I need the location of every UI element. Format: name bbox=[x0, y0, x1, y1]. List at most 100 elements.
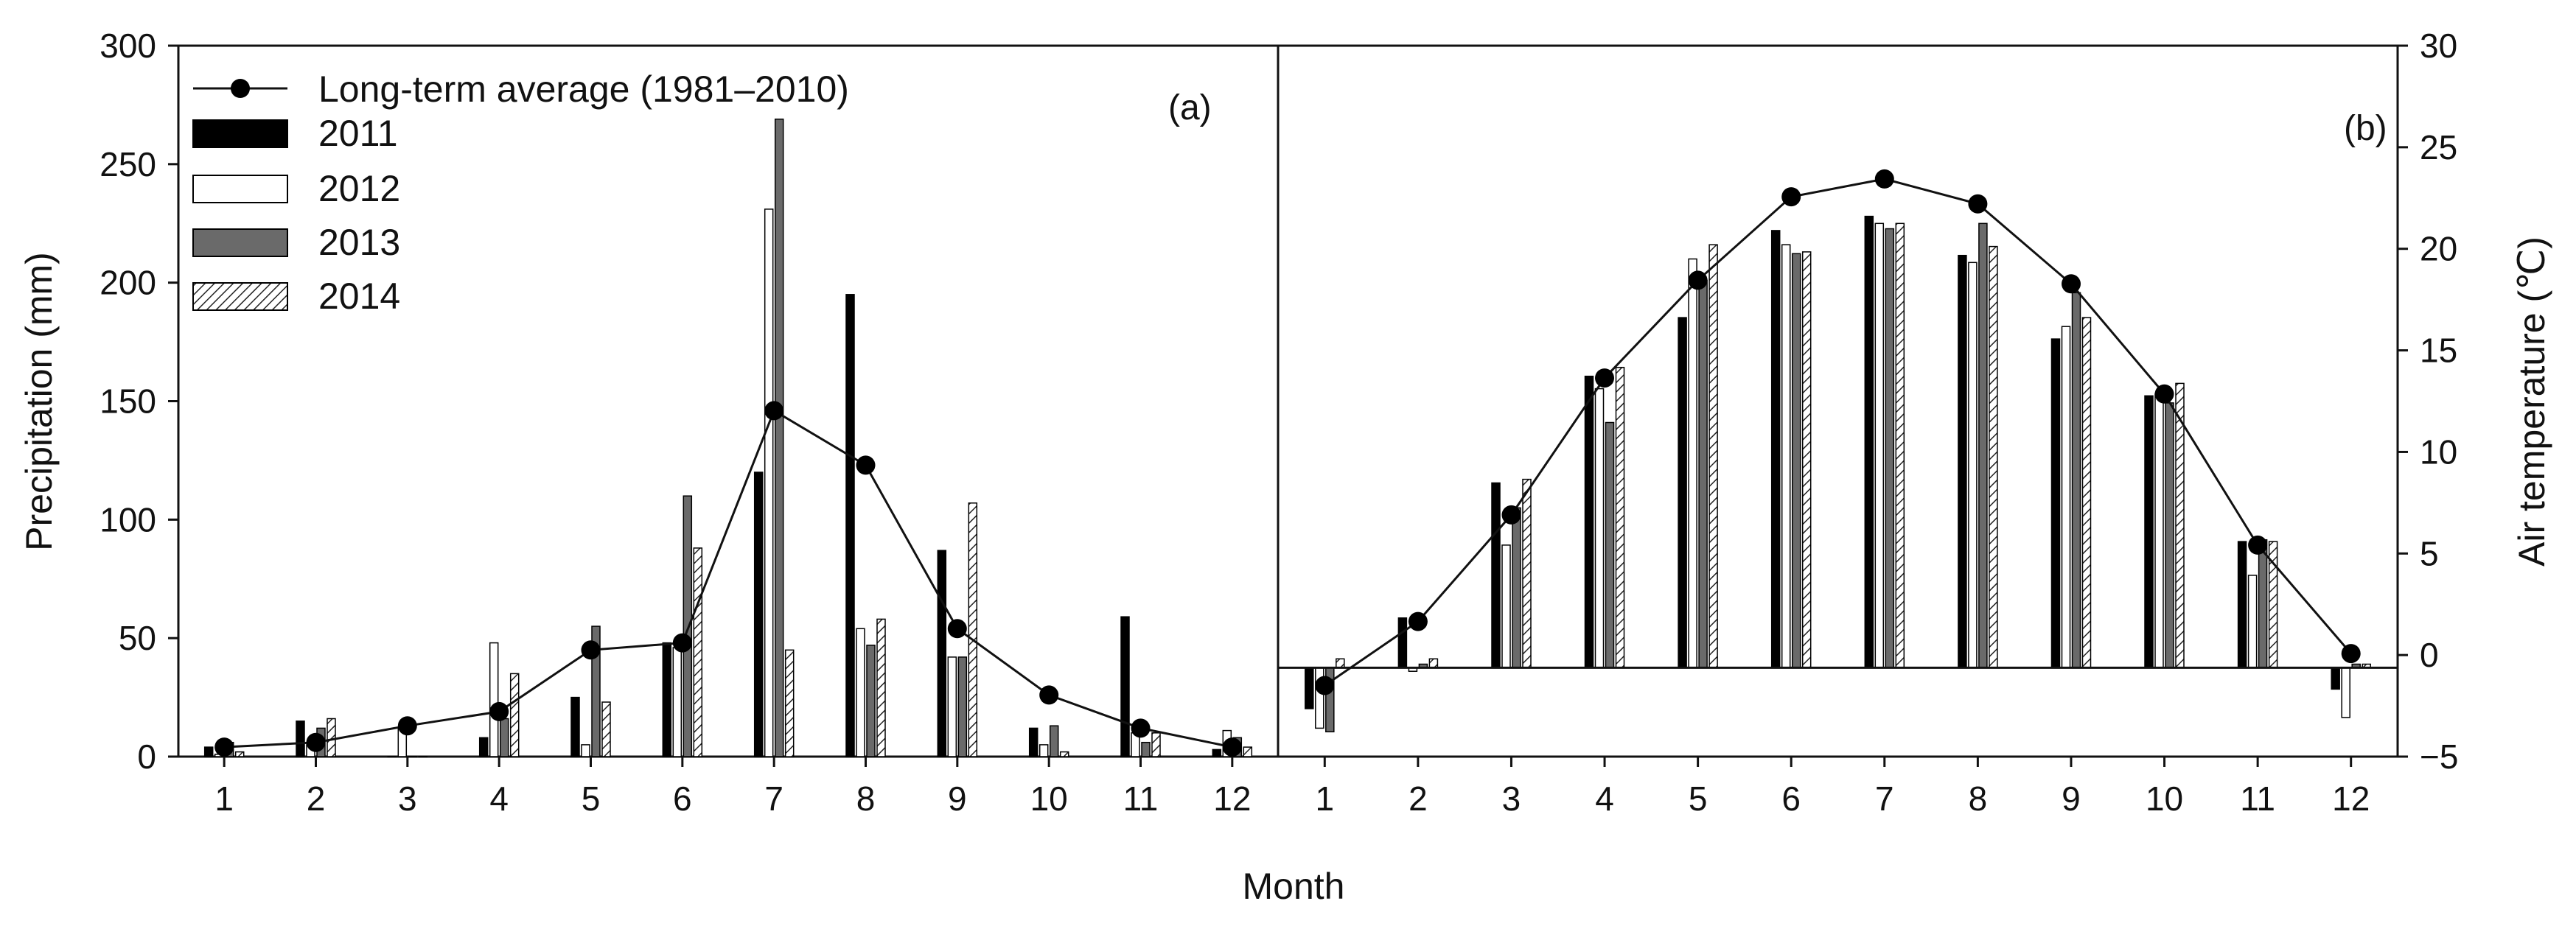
average-point-a-month-11 bbox=[1131, 718, 1151, 738]
bar-b-2013-month-8 bbox=[1978, 222, 1988, 669]
bar-a-2013-month-9 bbox=[957, 656, 968, 757]
legend-swatch-2012 bbox=[192, 175, 288, 203]
average-point-a-month-7 bbox=[764, 401, 784, 421]
bar-b-2011-month-1 bbox=[1305, 667, 1314, 709]
x-tick-label-a-month-3: 3 bbox=[398, 779, 417, 818]
panel-b-y-axis: −5 0 5 10 15 20 25 30 bbox=[2398, 27, 2458, 776]
bar-a-2014-month-1 bbox=[234, 751, 245, 757]
panel-b-frame bbox=[1277, 44, 2399, 758]
x-tick-label-b-month-8: 8 bbox=[1969, 779, 1988, 818]
bar-a-2013-month-4 bbox=[499, 718, 509, 757]
bar-a-2013-month-7 bbox=[774, 118, 784, 757]
bar-a-2013-month-8 bbox=[866, 645, 876, 757]
average-point-a-month-12 bbox=[1222, 737, 1242, 757]
bar-b-2013-month-9 bbox=[2071, 292, 2081, 669]
bar-b-2014-month-10 bbox=[2175, 382, 2185, 669]
bar-a-2014-month-11 bbox=[1151, 732, 1161, 757]
y-tick-label-b: 0 bbox=[2420, 636, 2439, 674]
bar-b-2014-month-8 bbox=[1989, 245, 1998, 669]
average-point-b-month-10 bbox=[2154, 384, 2174, 404]
x-tick-label-a-month-12: 12 bbox=[1213, 779, 1251, 818]
bar-a-2011-month-2 bbox=[296, 721, 305, 757]
bar-a-2011-month-10 bbox=[1028, 727, 1039, 757]
bar-b-2013-month-3 bbox=[1512, 507, 1521, 669]
average-line-a bbox=[224, 409, 1233, 749]
panel-a-bars bbox=[203, 118, 1253, 758]
x-tick-label-b-month-10: 10 bbox=[2146, 779, 2183, 818]
x-tick-label-b-month-5: 5 bbox=[1689, 779, 1708, 818]
x-tick-label-b-month-4: 4 bbox=[1595, 779, 1614, 818]
legend-swatch-2014 bbox=[192, 282, 288, 311]
legend-swatch-2013 bbox=[192, 228, 288, 257]
average-point-b-month-2 bbox=[1408, 611, 1428, 631]
average-point-b-month-4 bbox=[1595, 368, 1614, 388]
bar-b-2013-month-10 bbox=[2165, 402, 2174, 669]
x-tick-label-a-month-9: 9 bbox=[948, 779, 967, 818]
y-tick-label-a: 100 bbox=[100, 500, 156, 539]
average-point-a-month-8 bbox=[856, 455, 876, 475]
bar-a-2012-month-9 bbox=[947, 656, 957, 757]
x-tick-label-b-month-2: 2 bbox=[1409, 779, 1428, 818]
bar-a-2011-month-4 bbox=[478, 737, 489, 757]
x-tick-label-b-month-3: 3 bbox=[1502, 779, 1521, 818]
y-tick-label-b: 15 bbox=[2420, 332, 2457, 370]
x-tick-label-b-month-11: 11 bbox=[2240, 779, 2275, 818]
average-point-b-month-9 bbox=[2062, 274, 2081, 294]
bar-b-2011-month-11 bbox=[2237, 541, 2247, 669]
average-point-a-month-4 bbox=[489, 701, 509, 721]
bar-b-2011-month-3 bbox=[1491, 482, 1501, 669]
x-tick-label-a-month-6: 6 bbox=[673, 779, 692, 818]
bar-b-2013-month-5 bbox=[1698, 279, 1708, 669]
bar-b-2014-month-6 bbox=[1801, 251, 1812, 669]
bar-a-2011-month-9 bbox=[937, 550, 947, 757]
legend-label-2012: 2012 bbox=[318, 168, 400, 209]
bar-a-2014-month-8 bbox=[876, 618, 886, 757]
bar-a-2014-month-10 bbox=[1059, 751, 1069, 757]
x-tick-label-a-month-7: 7 bbox=[764, 779, 783, 818]
x-tick-label-b-month-9: 9 bbox=[2062, 779, 2081, 818]
x-axes: 1 2 3 4 5 6 7 8 9 10 11 12 1 2 3 4 5 6 7 8 9 10 11 12 bbox=[214, 757, 2370, 818]
bar-a-2014-month-4 bbox=[509, 673, 520, 757]
y-tick-label-b: 30 bbox=[2420, 27, 2457, 65]
panel-label-a: (a) bbox=[1168, 88, 1212, 127]
bar-b-2012-month-10 bbox=[2154, 393, 2164, 669]
bar-a-2012-month-10 bbox=[1039, 744, 1049, 757]
average-point-a-month-10 bbox=[1039, 685, 1059, 705]
panel-a-average-line bbox=[214, 401, 1242, 757]
bar-b-2012-month-6 bbox=[1781, 244, 1791, 669]
bar-b-2012-month-12 bbox=[2341, 667, 2350, 718]
bar-b-2011-month-2 bbox=[1397, 617, 1408, 669]
average-point-b-month-1 bbox=[1315, 676, 1335, 695]
y-tick-label-a: 250 bbox=[100, 145, 156, 183]
y-axis-title-air-temperature: Air temperature (℃) bbox=[2511, 236, 2552, 567]
bar-b-2014-month-4 bbox=[1615, 366, 1625, 669]
bar-b-2013-month-4 bbox=[1605, 421, 1615, 669]
bar-a-2014-month-7 bbox=[784, 649, 795, 757]
panel-a-y-axis: 0 50 100 150 200 250 300 bbox=[100, 27, 178, 776]
average-point-b-month-6 bbox=[1781, 187, 1801, 207]
y-tick-label-a: 150 bbox=[100, 382, 156, 421]
average-point-b-month-3 bbox=[1501, 505, 1521, 525]
bar-a-2014-month-2 bbox=[327, 718, 336, 757]
legend: Long-term average (1981–2010) 2011 2012 … bbox=[192, 69, 849, 317]
bar-a-2014-month-12 bbox=[1243, 746, 1253, 757]
y-tick-label-a: 300 bbox=[100, 27, 156, 65]
average-point-b-month-12 bbox=[2341, 644, 2361, 664]
x-tick-label-a-month-8: 8 bbox=[856, 779, 876, 818]
bar-b-2012-month-5 bbox=[1688, 258, 1697, 669]
bar-a-2011-month-11 bbox=[1120, 616, 1130, 757]
bar-b-2011-month-6 bbox=[1770, 230, 1781, 669]
bar-b-2013-month-6 bbox=[1791, 253, 1801, 669]
bar-b-2012-month-7 bbox=[1874, 222, 1885, 669]
bar-a-2011-month-1 bbox=[203, 746, 214, 757]
bar-b-2012-month-9 bbox=[2061, 326, 2071, 669]
bar-a-2012-month-4 bbox=[489, 642, 499, 757]
average-point-a-month-3 bbox=[397, 716, 417, 736]
bar-b-2012-month-4 bbox=[1594, 388, 1605, 669]
bar-b-2013-month-7 bbox=[1885, 228, 1895, 669]
x-tick-label-a-month-11: 11 bbox=[1123, 779, 1159, 818]
y-tick-label-a: 200 bbox=[100, 264, 156, 302]
bar-b-2011-month-4 bbox=[1584, 375, 1594, 669]
bar-a-2014-month-9 bbox=[968, 502, 978, 757]
